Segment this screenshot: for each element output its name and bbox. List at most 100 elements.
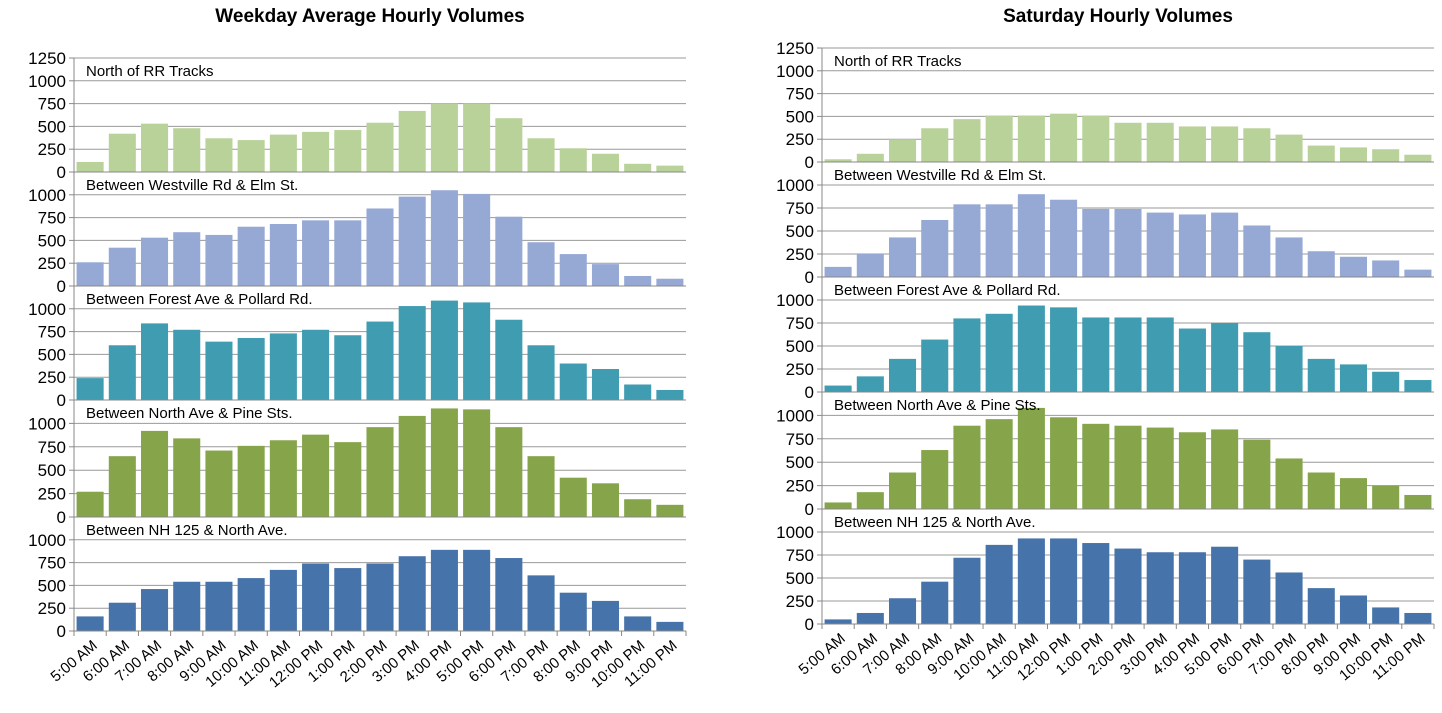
bar bbox=[76, 616, 104, 631]
bar bbox=[173, 438, 201, 517]
bar bbox=[366, 427, 394, 517]
bar bbox=[824, 159, 852, 162]
y-tick-label: 750 bbox=[786, 199, 814, 218]
y-tick-label: 1000 bbox=[28, 531, 66, 550]
y-tick-label: 1000 bbox=[28, 72, 66, 91]
bar bbox=[559, 254, 587, 286]
bar bbox=[495, 118, 523, 172]
bar bbox=[463, 302, 491, 400]
bar bbox=[1275, 458, 1303, 509]
y-tick-label: 250 bbox=[786, 130, 814, 149]
chart-title: Weekday Average Hourly Volumes bbox=[215, 6, 524, 27]
bar bbox=[1017, 305, 1045, 392]
bar bbox=[1114, 548, 1142, 624]
bar bbox=[76, 262, 104, 286]
bar bbox=[398, 306, 426, 400]
bar bbox=[495, 216, 523, 286]
bar bbox=[921, 581, 949, 624]
bar bbox=[366, 208, 394, 286]
bar bbox=[269, 134, 297, 172]
bar bbox=[1404, 154, 1432, 162]
y-tick-label: 0 bbox=[805, 383, 814, 402]
bar bbox=[527, 456, 555, 517]
bar bbox=[1050, 538, 1078, 624]
bar bbox=[824, 619, 852, 624]
bar bbox=[205, 234, 233, 286]
bar bbox=[656, 621, 684, 631]
y-tick-label: 250 bbox=[38, 599, 66, 618]
y-tick-label: 750 bbox=[786, 546, 814, 565]
bar bbox=[1050, 417, 1078, 509]
y-tick-label: 500 bbox=[786, 337, 814, 356]
y-tick-label: 500 bbox=[786, 569, 814, 588]
bar bbox=[824, 502, 852, 509]
bar bbox=[302, 220, 330, 286]
bar bbox=[1211, 546, 1239, 624]
bar bbox=[953, 557, 981, 624]
bar bbox=[302, 329, 330, 400]
bar bbox=[1243, 332, 1271, 392]
y-tick-label: 500 bbox=[786, 107, 814, 126]
bar bbox=[1275, 237, 1303, 277]
y-tick-label: 0 bbox=[805, 615, 814, 634]
bar bbox=[985, 544, 1013, 624]
bar bbox=[430, 300, 458, 400]
bar bbox=[1372, 260, 1400, 277]
y-tick-label: 1000 bbox=[776, 523, 814, 542]
bar bbox=[463, 549, 491, 631]
bar bbox=[76, 491, 104, 517]
bar bbox=[430, 103, 458, 172]
bar bbox=[237, 445, 265, 517]
y-tick-label: 750 bbox=[786, 85, 814, 104]
bar bbox=[1275, 134, 1303, 162]
bar bbox=[624, 163, 652, 172]
bar bbox=[108, 456, 136, 517]
bar bbox=[495, 427, 523, 517]
bar bbox=[921, 219, 949, 277]
bar bbox=[76, 161, 104, 172]
y-tick-label: 500 bbox=[38, 117, 66, 136]
bar bbox=[1114, 317, 1142, 392]
bar bbox=[1050, 307, 1078, 392]
bar bbox=[1082, 115, 1110, 162]
bar bbox=[1404, 494, 1432, 509]
bar bbox=[237, 140, 265, 172]
bar bbox=[334, 568, 362, 631]
bar bbox=[205, 138, 233, 172]
bar bbox=[656, 278, 684, 286]
y-tick-label: 1000 bbox=[776, 406, 814, 425]
bar bbox=[559, 363, 587, 400]
bar bbox=[269, 569, 297, 631]
bar bbox=[140, 237, 169, 286]
panel-label: Between North Ave & Pine Sts. bbox=[86, 405, 293, 422]
bar bbox=[1211, 212, 1239, 277]
bar bbox=[888, 598, 917, 624]
y-tick-label: 0 bbox=[57, 163, 66, 182]
bar bbox=[430, 549, 458, 631]
bar bbox=[398, 196, 426, 286]
panel-label: North of RR Tracks bbox=[834, 53, 962, 70]
bar bbox=[856, 153, 884, 162]
bar bbox=[624, 275, 652, 286]
bar bbox=[1372, 485, 1400, 509]
bar bbox=[1211, 323, 1239, 392]
bar bbox=[76, 378, 104, 400]
y-tick-label: 500 bbox=[38, 461, 66, 480]
bar bbox=[953, 425, 981, 509]
bar bbox=[366, 122, 394, 172]
bar bbox=[1243, 439, 1271, 509]
y-tick-label: 250 bbox=[38, 254, 66, 273]
bar bbox=[1017, 538, 1045, 624]
bar bbox=[1339, 595, 1368, 624]
bar bbox=[1178, 126, 1206, 162]
bar bbox=[334, 130, 362, 172]
bar bbox=[1114, 122, 1142, 162]
y-tick-label: 750 bbox=[38, 554, 66, 573]
panel-label: Between North Ave & Pine Sts. bbox=[834, 397, 1041, 414]
bar bbox=[1372, 149, 1400, 162]
bar bbox=[1082, 543, 1110, 624]
y-tick-label: 500 bbox=[38, 576, 66, 595]
bar bbox=[624, 616, 652, 631]
y-tick-label: 750 bbox=[38, 209, 66, 228]
panel-label: North of RR Tracks bbox=[86, 63, 214, 80]
